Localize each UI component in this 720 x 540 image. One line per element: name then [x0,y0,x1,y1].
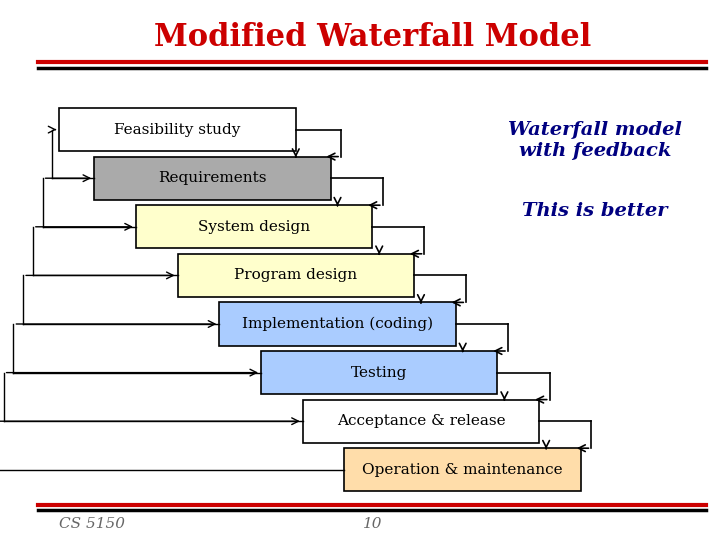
Text: CS 5150: CS 5150 [59,517,125,531]
FancyBboxPatch shape [94,157,330,200]
FancyBboxPatch shape [261,351,498,394]
Text: Feasibility study: Feasibility study [114,123,240,137]
Text: Implementation (coding): Implementation (coding) [242,317,433,331]
Text: Acceptance & release: Acceptance & release [337,414,505,428]
Text: System design: System design [198,220,310,234]
FancyBboxPatch shape [178,254,414,297]
Text: Requirements: Requirements [158,171,266,185]
Text: Testing: Testing [351,366,408,380]
Text: 10: 10 [363,517,382,531]
Text: Modified Waterfall Model: Modified Waterfall Model [153,22,591,53]
Text: This is better: This is better [522,201,667,220]
FancyBboxPatch shape [302,400,539,443]
Text: Program design: Program design [234,268,357,282]
Text: Waterfall model
with feedback: Waterfall model with feedback [508,121,682,160]
FancyBboxPatch shape [136,205,372,248]
Text: Operation & maintenance: Operation & maintenance [362,463,563,477]
FancyBboxPatch shape [59,108,296,151]
FancyBboxPatch shape [344,448,581,491]
FancyBboxPatch shape [220,302,456,346]
